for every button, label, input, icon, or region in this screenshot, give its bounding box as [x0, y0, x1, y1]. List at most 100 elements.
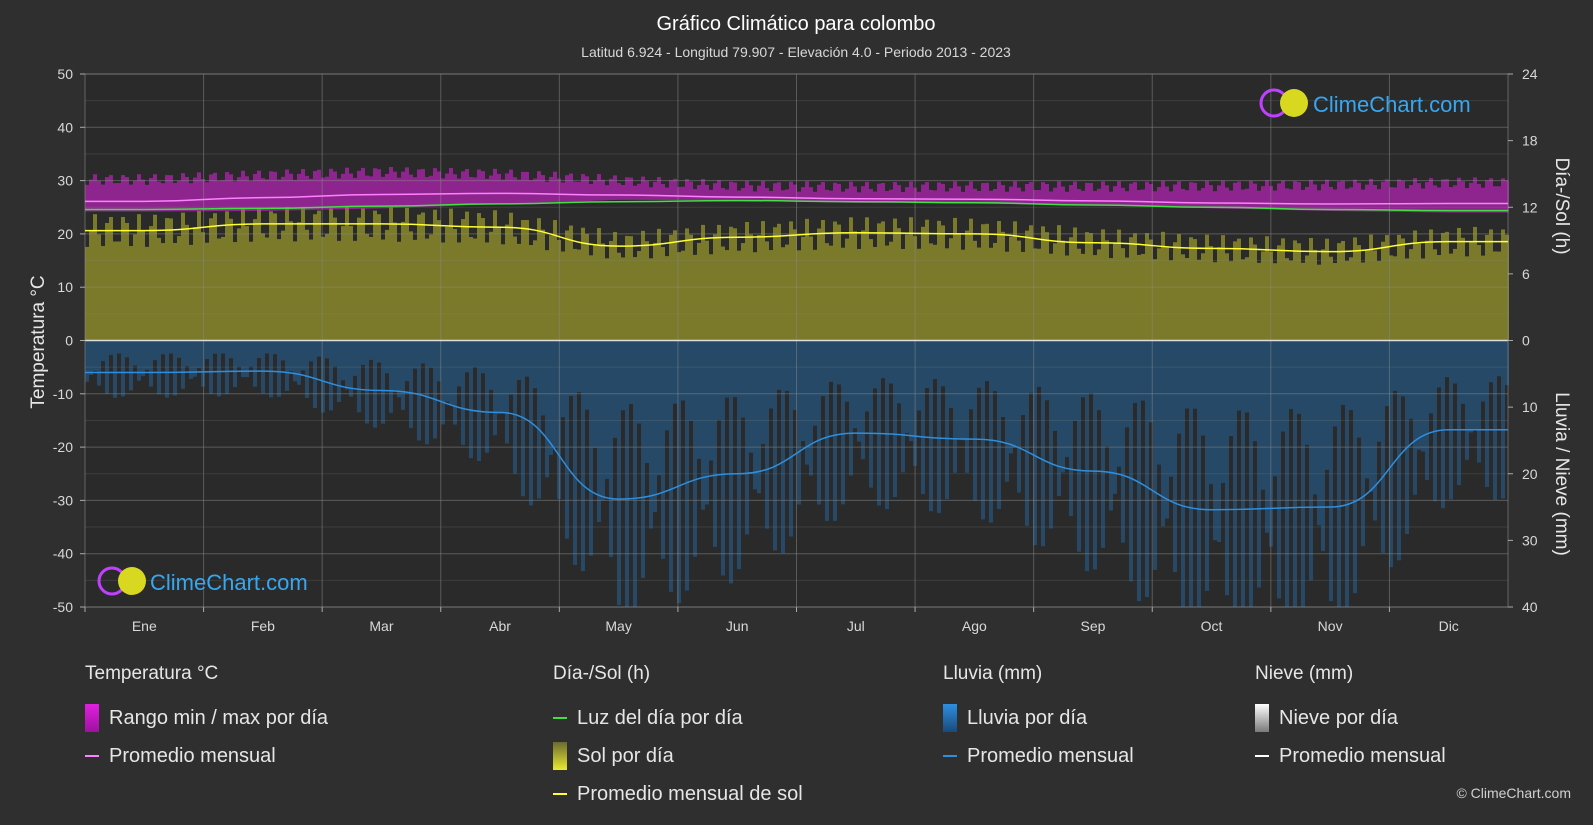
logo-text-top: ClimeChart.com: [1313, 92, 1471, 117]
temp-range-day-bar: [1033, 189, 1037, 205]
logo-sun-icon: [1280, 89, 1308, 117]
rain-day-bar: [1101, 340, 1105, 548]
temp-range-day-bar: [253, 173, 257, 212]
rain-day-bar: [1449, 340, 1453, 500]
temp-range-day-bar: [505, 173, 509, 204]
sun-day-bar: [205, 242, 209, 341]
temp-range-day-bar: [857, 192, 861, 203]
sun-day-bar: [225, 211, 229, 341]
snow-avg-swatch: [1255, 755, 1269, 757]
sun-day-bar: [161, 243, 165, 341]
sun-day-bar: [1253, 244, 1257, 341]
temp-range-day-bar: [701, 178, 705, 201]
rain-day-bar: [1409, 340, 1413, 419]
sun-day-bar: [897, 228, 901, 341]
sun-day-bar: [829, 245, 833, 341]
temp-range-day-bar: [513, 177, 517, 204]
rain-day-bar: [357, 340, 361, 413]
left-tick-label: -10: [53, 386, 73, 402]
rain-day-bar: [573, 340, 577, 565]
temp-range-day-bar: [1229, 190, 1233, 209]
rain-day-bar: [433, 340, 437, 439]
rain-day-bar: [1313, 340, 1317, 495]
left-tick-label: -50: [53, 599, 73, 615]
sun-day-bar: [421, 212, 425, 341]
sun-day-bar: [1377, 261, 1381, 341]
sun-day-bar: [1213, 262, 1217, 341]
legend-item-sun-avg: Promedio mensual de sol: [553, 775, 803, 813]
rain-day-bar: [181, 340, 185, 389]
right-top-tick-label: 24: [1522, 66, 1538, 82]
temp-range-day-bar: [537, 171, 541, 203]
legend-rain: Lluvia (mm) Lluvia por día Promedio mens…: [943, 663, 1134, 775]
rain-avg-swatch: [943, 755, 957, 757]
temp-range-day-bar: [1477, 183, 1481, 213]
rain-day-bar: [997, 340, 1001, 509]
sun-day-bar: [597, 228, 601, 341]
left-tick-label: 20: [57, 226, 73, 242]
sun-day-bar: [301, 206, 305, 341]
temp-range-day-bar: [689, 181, 693, 201]
temp-range-day-bar: [125, 177, 129, 212]
temp-range-day-bar: [1277, 183, 1281, 210]
sun-day-bar: [1381, 241, 1385, 341]
rain-day-bar: [889, 340, 893, 384]
rain-day-bar: [397, 340, 401, 398]
daylight-swatch: [553, 717, 567, 719]
temp-range-day-bar: [713, 183, 717, 201]
sun-day-bar: [877, 223, 881, 341]
rain-day-bar: [969, 340, 973, 410]
rain-day-bar: [737, 340, 741, 570]
rain-day-bar: [1021, 340, 1025, 416]
left-tick-label: 30: [57, 173, 73, 189]
sun-day-bar: [969, 218, 973, 341]
sun-day-bar: [645, 241, 649, 341]
sun-day-bar: [197, 210, 201, 341]
temp-range-day-bar: [1305, 186, 1309, 211]
rain-day-bar: [689, 340, 693, 421]
temp-range-day-bar: [533, 178, 537, 203]
sun-day-bar: [1289, 260, 1293, 341]
temp-range-day-bar: [1121, 187, 1125, 206]
sun-day-bar: [489, 231, 493, 341]
temp-range-day-bar: [1069, 185, 1073, 205]
sun-day-bar: [1045, 232, 1049, 341]
sun-day-bar: [153, 214, 157, 341]
rain-day-bar: [861, 340, 865, 460]
rain-day-bar: [1225, 340, 1229, 596]
temp-range-day-bar: [793, 184, 797, 202]
temp-range-day-bar: [205, 182, 209, 212]
sun-day-bar: [1421, 258, 1425, 341]
sun-day-bar: [385, 229, 389, 341]
rain-day-bar: [1493, 340, 1497, 500]
rain-day-bar: [1445, 340, 1449, 378]
temp-range-day-bar: [1461, 181, 1465, 213]
temp-range-day-bar: [741, 188, 745, 201]
sun-day-bar: [505, 224, 509, 341]
sun-day-bar: [181, 212, 185, 341]
sun-day-bar: [953, 217, 957, 341]
temp-range-day-bar: [1365, 184, 1369, 212]
temp-range-day-bar: [1057, 181, 1061, 205]
rain-day-bar: [701, 340, 705, 510]
rain-day-bar: [661, 340, 665, 559]
sun-day-bar: [1473, 226, 1477, 341]
left-tick-label: -30: [53, 492, 73, 508]
rain-day-bar: [845, 340, 849, 402]
temp-range-day-bar: [589, 183, 593, 201]
temp-range-day-bar: [145, 184, 149, 212]
climechart-logo-top: ClimeChart.com: [1259, 88, 1471, 118]
temp-range-day-bar: [541, 175, 545, 203]
sun-day-bar: [461, 219, 465, 341]
sun-day-bar: [885, 245, 889, 341]
rain-day-bar: [1369, 340, 1373, 492]
temp-range-day-bar: [1397, 179, 1401, 212]
rain-day-bar: [1205, 340, 1209, 591]
legend-item-rain-avg: Promedio mensual: [943, 737, 1134, 775]
temp-range-day-bar: [829, 190, 833, 203]
sun-day-bar: [209, 218, 213, 341]
temp-range-day-bar: [681, 186, 685, 201]
sun-day-bar: [189, 244, 193, 341]
temp-range-day-bar: [85, 184, 89, 212]
sun-day-bar: [501, 244, 505, 341]
